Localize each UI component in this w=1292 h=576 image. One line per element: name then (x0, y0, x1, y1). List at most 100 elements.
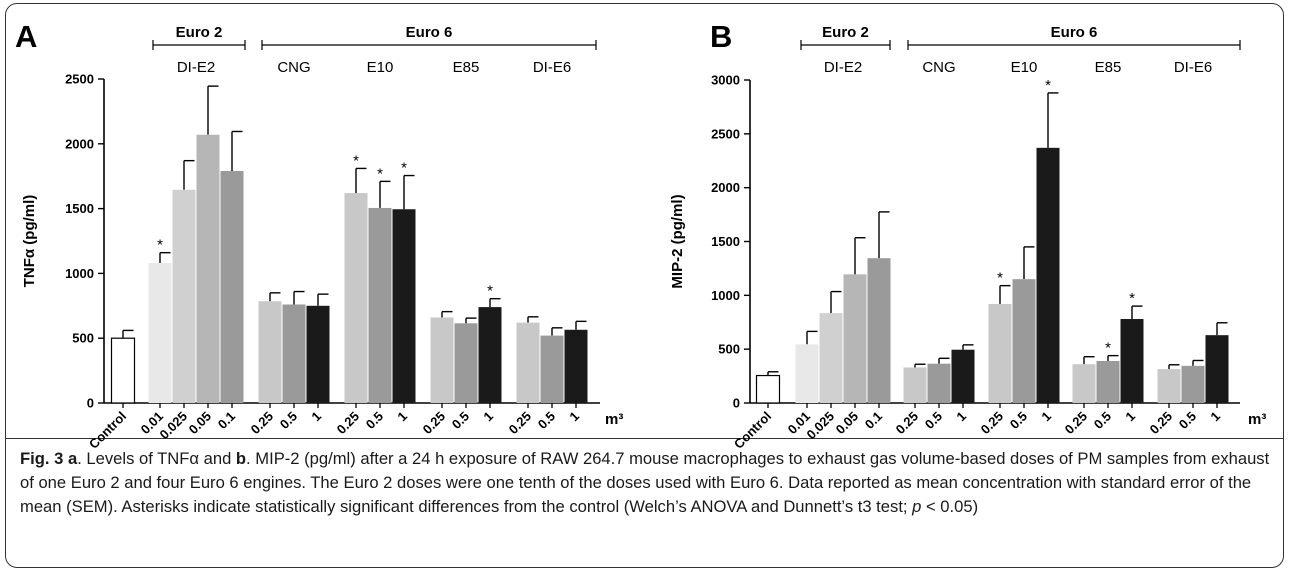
bar (454, 323, 478, 403)
group-label: CNG (922, 59, 955, 76)
bar (306, 305, 330, 403)
euro6-header: Euro 6 (1051, 24, 1098, 41)
x-tick-label: 0.05 (186, 409, 215, 438)
bar (148, 263, 172, 403)
panel-label: A (15, 19, 37, 54)
bar (951, 349, 975, 403)
figure-frame (5, 3, 1284, 568)
x-tick-label: 0.25 (1147, 409, 1176, 438)
bar (344, 193, 368, 403)
significance-star: * (353, 152, 359, 169)
caption-text-1: . Levels of TNFα and (77, 449, 236, 468)
bar (368, 207, 392, 403)
x-unit-label: m³ (1248, 411, 1266, 428)
x-tick-label: 0.25 (420, 409, 449, 438)
x-tick-label: 1 (1207, 409, 1223, 425)
group-label: CNG (277, 59, 310, 76)
x-tick-label: 0.5 (363, 409, 386, 432)
bar (1012, 279, 1036, 403)
caption-text-3: < 0.05) (921, 497, 979, 516)
x-tick-label: 0.25 (334, 409, 363, 438)
panel-label: B (710, 19, 732, 54)
bar (903, 367, 927, 403)
bar (867, 258, 891, 403)
x-tick-label: 0.025 (804, 409, 838, 443)
bar (1157, 369, 1181, 403)
group-label: DI-E2 (824, 59, 862, 76)
bar (1096, 361, 1120, 403)
bar (1072, 364, 1096, 403)
x-tick-label: 0.5 (1176, 409, 1199, 432)
caption-panel-b-ref: b (235, 449, 247, 468)
x-tick-label: 0.1 (215, 409, 238, 432)
significance-star: * (997, 270, 1003, 287)
x-tick-label: 0.5 (277, 409, 300, 432)
bar (430, 317, 454, 403)
bar (540, 335, 564, 403)
x-tick-label: 0.25 (893, 409, 922, 438)
x-tick-label: 0.1 (862, 409, 885, 432)
x-tick-label: 1 (480, 409, 496, 425)
bar (1036, 147, 1060, 403)
y-tick-label: 1000 (711, 288, 740, 303)
caption-divider (5, 438, 1284, 439)
caption-panel-a-ref: a (67, 449, 78, 468)
x-tick-label: 1 (566, 409, 582, 425)
bar (927, 363, 951, 403)
bar (516, 322, 540, 403)
x-tick-label: 0.5 (449, 409, 472, 432)
bar (110, 337, 136, 404)
bar (755, 374, 781, 404)
significance-star: * (401, 160, 407, 177)
y-axis-title: MIP-2 (pg/ml) (669, 194, 686, 288)
y-tick-label: 500 (72, 331, 94, 346)
x-tick-label: 0.25 (1062, 409, 1091, 438)
x-tick-label: 0.25 (248, 409, 277, 438)
significance-star: * (1105, 340, 1111, 357)
y-tick-label: 500 (718, 342, 740, 357)
x-unit-label: m³ (605, 411, 623, 428)
x-tick-label: 0.5 (1091, 409, 1114, 432)
x-tick-label: 1 (394, 409, 410, 425)
bar (282, 304, 306, 403)
y-tick-label: 3000 (711, 73, 740, 88)
y-tick-label: 0 (87, 396, 94, 411)
x-tick-label: 0.025 (157, 409, 191, 443)
bar (819, 313, 843, 403)
y-tick-label: 2500 (65, 72, 94, 87)
x-tick-label: 0.5 (535, 409, 558, 432)
bar (564, 329, 588, 403)
bar (843, 274, 867, 403)
group-label: DI-E6 (533, 59, 571, 76)
bar (1181, 365, 1205, 403)
significance-star: * (157, 237, 163, 254)
significance-star: * (377, 165, 383, 182)
bar (392, 209, 416, 403)
y-tick-label: 1000 (65, 266, 94, 281)
x-tick-label: 1 (1038, 409, 1054, 425)
bar (220, 171, 244, 403)
figure-caption: Fig. 3 a. Levels of TNFα and b. MIP-2 (p… (20, 447, 1270, 519)
x-tick-label: 0.05 (833, 409, 862, 438)
group-label: E85 (1095, 59, 1122, 76)
x-tick-label: 1 (1122, 409, 1138, 425)
bar (1120, 319, 1144, 403)
group-label: E10 (1011, 59, 1038, 76)
group-label: E85 (453, 59, 480, 76)
bar (1205, 335, 1229, 403)
bar (795, 344, 819, 403)
y-tick-label: 2000 (711, 180, 740, 195)
caption-text-2: . MIP-2 (pg/ml) after a 24 h exposure of… (20, 449, 1270, 516)
bar (258, 301, 282, 403)
caption-p-symbol: p (912, 497, 922, 516)
caption-figure-label: Fig. 3 (20, 449, 64, 468)
significance-star: * (1045, 77, 1051, 94)
x-tick-label: 0.5 (922, 409, 945, 432)
group-label: E10 (367, 59, 394, 76)
x-tick-label: 1 (308, 409, 324, 425)
y-tick-label: 0 (733, 396, 740, 411)
y-tick-label: 1500 (65, 201, 94, 216)
bar (478, 307, 502, 403)
